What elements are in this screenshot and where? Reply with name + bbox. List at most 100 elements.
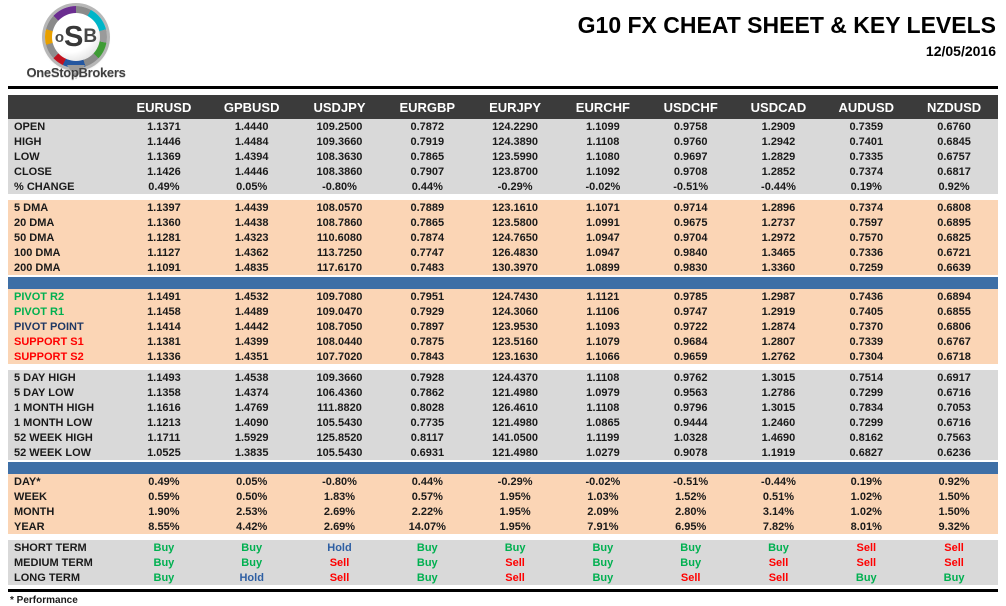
column-header: EURGBP — [399, 99, 456, 115]
cell: 125.8520 — [316, 431, 363, 444]
cell: 0.8162 — [849, 431, 884, 444]
cell: 126.4610 — [492, 401, 539, 414]
cell: 1.1080 — [586, 150, 620, 163]
cell: 4.42% — [236, 520, 268, 533]
table-row: PIVOT POINT 1.1414 1.4442 108.7050 0.7897 123… — [8, 319, 998, 334]
row-label: 52 WEEK HIGH — [14, 431, 93, 444]
cell: 1.2737 — [761, 216, 796, 229]
column-header: NZDUSD — [926, 99, 982, 115]
cell: 0.6236 — [937, 446, 971, 459]
cell: 1.4538 — [234, 371, 269, 384]
cell: 124.7650 — [492, 231, 539, 244]
cell: 0.9796 — [673, 401, 708, 414]
row-label: MONTH — [14, 505, 55, 518]
cell: 0.6855 — [937, 305, 971, 318]
cell: 1.3835 — [234, 446, 269, 459]
row-label: WEEK — [14, 490, 47, 503]
cell: 0.7735 — [410, 416, 445, 429]
cell: 0.6718 — [937, 350, 971, 363]
cell: 0.7299 — [849, 416, 884, 429]
cell: Sell — [768, 556, 789, 569]
section-accent-bar — [8, 462, 998, 474]
section-ranges: 5 DAY HIGH 1.1493 1.4538 109.3660 0.7928 124.… — [8, 370, 998, 460]
cell: 1.4489 — [234, 305, 269, 318]
section-pivots: PIVOT R2 1.1491 1.4532 109.7080 0.7951 124.74… — [8, 289, 998, 364]
cell: 1.1091 — [147, 261, 181, 274]
cell: 126.4830 — [492, 246, 539, 259]
cell: 1.4090 — [234, 416, 269, 429]
cell: 1.0525 — [147, 446, 181, 459]
cell: 124.3060 — [492, 305, 539, 318]
cell: 0.9785 — [673, 290, 708, 303]
cell: 7.82% — [762, 520, 795, 533]
cell: 8.01% — [850, 520, 882, 533]
cell: 0.57% — [411, 490, 443, 503]
cell: Sell — [505, 556, 525, 569]
row-label: PIVOT R1 — [14, 305, 65, 318]
cell: 124.7430 — [492, 290, 539, 303]
cell: 1.02% — [850, 490, 882, 503]
cell: 1.3360 — [761, 261, 796, 274]
row-label: 5 DAY LOW — [14, 386, 74, 399]
cell: 1.4438 — [234, 216, 269, 229]
performance-footnote: * Performance — [10, 595, 78, 606]
cell: Buy — [416, 571, 438, 584]
column-header: USDCAD — [750, 99, 807, 115]
table-row: MONTH 1.90% 2.53% 2.69% 2.22% 1.95% 2.09% 2.80%… — [8, 504, 998, 519]
cell: 0.7336 — [849, 246, 884, 259]
cell: 1.4690 — [761, 431, 796, 444]
cell: 0.8028 — [410, 401, 445, 414]
cell: 7.91% — [587, 520, 619, 533]
cell: 0.7514 — [849, 371, 884, 384]
cell: 0.05% — [236, 475, 268, 488]
cell: 1.3465 — [761, 246, 796, 259]
cell: 0.7834 — [849, 401, 884, 414]
column-header: AUDUSD — [838, 99, 895, 115]
cell: 2.69% — [323, 505, 356, 518]
cell: 111.8820 — [317, 401, 362, 414]
cell: 1.03% — [587, 490, 619, 503]
cell: 0.6827 — [849, 446, 884, 459]
cell: 0.6825 — [937, 231, 971, 244]
table-row: SHORT TERM Buy Buy Hold Buy Buy Buy Buy Buy Sell S… — [8, 540, 998, 555]
cell: 1.1121 — [586, 290, 620, 303]
row-label: CLOSE — [14, 165, 52, 178]
cell: 0.51% — [762, 490, 795, 503]
cell: 107.7020 — [316, 350, 363, 363]
cell: Buy — [153, 556, 175, 569]
cell: 109.2500 — [316, 120, 363, 133]
row-label: 100 DMA — [14, 246, 61, 259]
section-accent-bar — [8, 277, 998, 289]
cell: 1.4442 — [234, 320, 269, 333]
cell: 0.7053 — [937, 401, 971, 414]
row-label: 20 DMA — [14, 216, 55, 229]
cell: 0.7339 — [849, 335, 884, 348]
table-row: LONG TERM Buy Hold Sell Buy Sell Buy Sell Sell Bu… — [8, 570, 998, 585]
cell: 1.3015 — [761, 371, 796, 384]
cell: 0.6845 — [937, 135, 971, 148]
cell: 121.4980 — [492, 446, 539, 459]
cell: Sell — [505, 571, 525, 584]
cell: 108.0570 — [316, 201, 363, 214]
cell: 0.7865 — [410, 150, 445, 163]
cell: 108.3860 — [316, 165, 363, 178]
footer-divider — [8, 589, 998, 592]
cell: 1.1381 — [147, 335, 181, 348]
cell: Sell — [680, 571, 701, 584]
cell: 1.1369 — [147, 150, 181, 163]
cell: 0.6767 — [937, 335, 971, 348]
cell: 1.1360 — [147, 216, 181, 229]
table-row: 1 MONTH LOW 1.1213 1.4090 105.5430 0.7735 121… — [8, 415, 998, 430]
cell: 0.7872 — [410, 120, 445, 133]
cell: 1.4374 — [234, 386, 269, 399]
cell: 1.1281 — [147, 231, 181, 244]
cell: 0.50% — [236, 490, 268, 503]
cell: 0.7359 — [849, 120, 884, 133]
cell: 0.19% — [850, 180, 882, 193]
cell: 1.1106 — [586, 305, 620, 318]
cell: 117.6170 — [316, 261, 363, 274]
cell: 0.9078 — [673, 446, 708, 459]
cell: 0.7951 — [410, 290, 445, 303]
